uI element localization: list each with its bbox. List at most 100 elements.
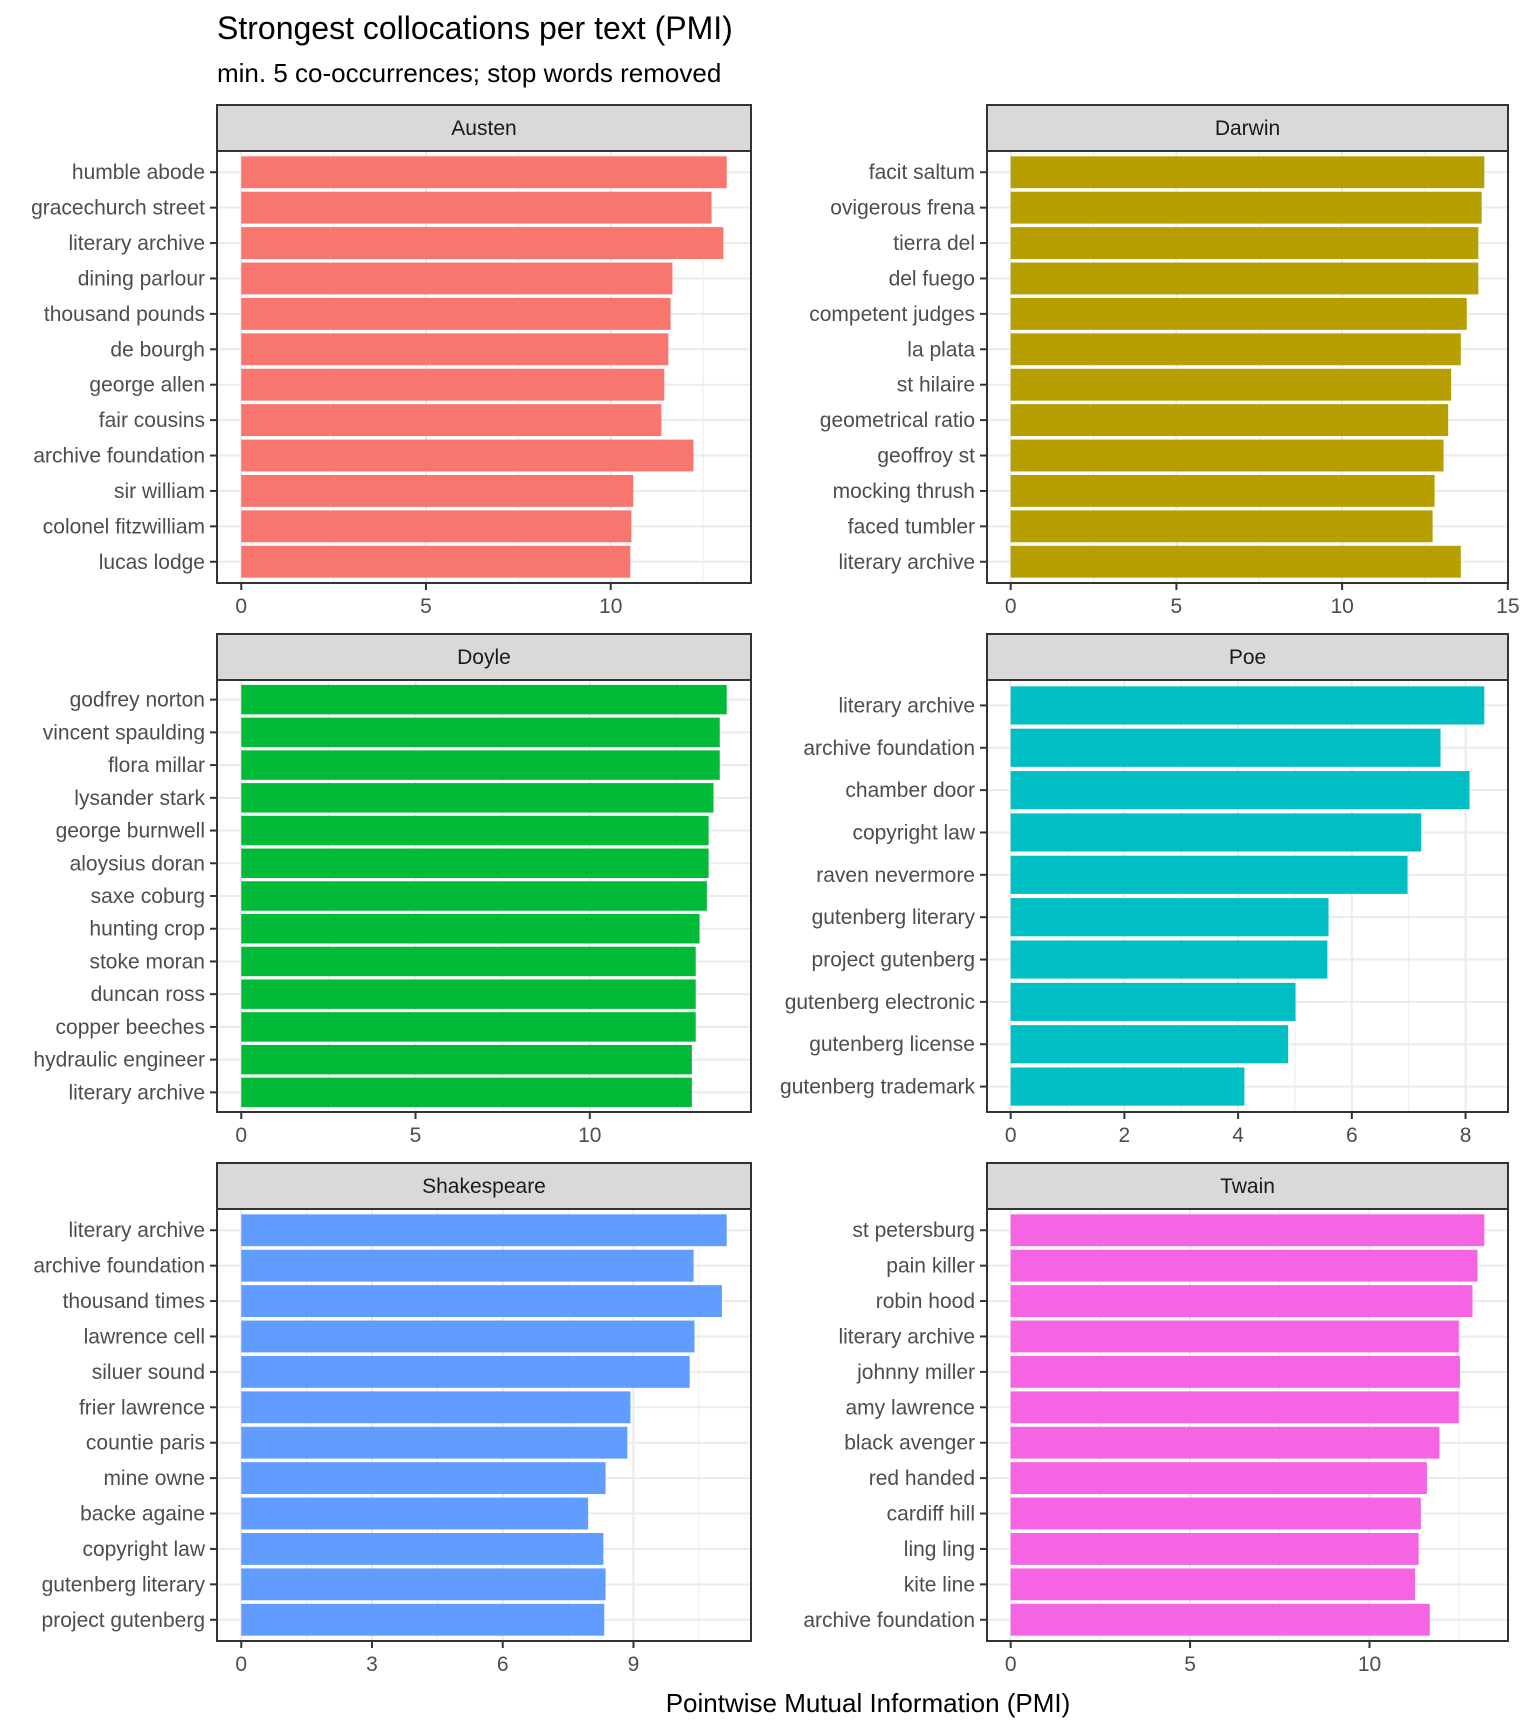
bar — [241, 1533, 604, 1565]
y-tick-label: hydraulic engineer — [33, 1049, 205, 1072]
bar — [241, 1426, 628, 1459]
y-tick-label: archive foundation — [803, 737, 975, 760]
bar — [241, 368, 665, 401]
y-tick-label: literary archive — [838, 551, 975, 574]
bar — [241, 783, 714, 813]
y-tick-label: saxe coburg — [91, 885, 205, 908]
y-tick-label: raven nevermore — [816, 864, 975, 887]
facet-strip-label: Darwin — [1215, 117, 1280, 140]
x-tick-label: 4 — [1232, 1124, 1244, 1147]
bar — [1010, 813, 1422, 852]
x-tick-label: 5 — [1184, 1653, 1196, 1676]
facet-strip — [216, 633, 752, 681]
x-tick-label: 0 — [1005, 1124, 1017, 1147]
y-tick-label: mine owne — [103, 1467, 205, 1490]
y-tick-label: johnny miller — [856, 1361, 975, 1384]
bar — [1010, 404, 1449, 437]
bar — [1010, 1285, 1473, 1317]
y-tick-label: lysander stark — [74, 787, 205, 810]
y-tick-label: ling ling — [904, 1538, 975, 1561]
y-tick-label: competent judges — [809, 303, 975, 326]
y-tick-label: la plata — [907, 338, 975, 361]
bar — [1010, 475, 1435, 507]
bar — [241, 1568, 606, 1601]
bar — [241, 1077, 692, 1108]
y-tick-label: amy lawrence — [845, 1396, 975, 1419]
y-tick-label: geoffroy st — [877, 445, 975, 468]
y-tick-label: tierra del — [893, 232, 975, 255]
x-tick-label: 5 — [1171, 595, 1183, 618]
x-tick-label: 0 — [1005, 595, 1017, 618]
facet-strip-label: Doyle — [457, 646, 511, 669]
y-tick-label: literary archive — [68, 232, 205, 255]
y-tick-label: copyright law — [852, 821, 975, 844]
bar — [1010, 898, 1329, 937]
bar — [1010, 1603, 1430, 1636]
bar — [241, 475, 634, 507]
y-tick-label: frier lawrence — [79, 1396, 205, 1419]
bar — [241, 191, 712, 224]
y-tick-label: humble abode — [72, 161, 205, 184]
bar — [241, 510, 632, 543]
y-tick-label: hunting crop — [89, 918, 205, 941]
bar — [1010, 1568, 1416, 1601]
y-tick-label: st petersburg — [852, 1219, 975, 1242]
bar — [1010, 439, 1444, 472]
facet-panel-doyle: Doyle godfrey norton vincent spaulding flor… — [33, 633, 752, 1147]
y-tick-label: del fuego — [889, 267, 975, 290]
y-tick-label: red handed — [869, 1467, 975, 1490]
bar — [241, 1044, 692, 1075]
facet-strip-label: Austen — [451, 117, 516, 140]
facet-strip — [216, 104, 752, 152]
bar — [241, 439, 694, 472]
y-tick-label: literary archive — [68, 1081, 205, 1104]
bar — [1010, 1067, 1245, 1106]
bar — [241, 946, 696, 977]
y-tick-label: archive foundation — [803, 1609, 975, 1632]
bar — [241, 684, 727, 715]
y-tick-label: black avenger — [844, 1432, 975, 1455]
y-tick-label: ovigerous frena — [830, 197, 975, 220]
facet-strip — [986, 1162, 1509, 1210]
bar — [1010, 1249, 1478, 1282]
bar — [241, 227, 724, 259]
chart-title: Strongest collocations per text (PMI) — [217, 10, 733, 46]
bar — [241, 914, 700, 944]
bar — [241, 1012, 696, 1042]
y-tick-label: george burnwell — [56, 820, 205, 843]
y-tick-label: george allen — [89, 374, 205, 397]
y-tick-label: kite line — [904, 1573, 975, 1596]
y-tick-label: countie paris — [86, 1432, 205, 1455]
bar — [1010, 982, 1296, 1021]
facet-panel-darwin: Darwin facit saltum ovigerous frena tierra … — [809, 104, 1520, 618]
bar — [241, 815, 709, 846]
facet-strip-label: Twain — [1220, 1175, 1275, 1198]
bar — [241, 156, 727, 189]
y-tick-label: literary archive — [68, 1219, 205, 1242]
bar — [1010, 368, 1452, 401]
y-tick-label: lucas lodge — [99, 551, 205, 574]
y-tick-label: chamber door — [845, 779, 975, 802]
x-tick-label: 6 — [1346, 1124, 1358, 1147]
x-tick-label: 5 — [410, 1124, 422, 1147]
y-tick-label: gracechurch street — [31, 197, 205, 220]
x-tick-label: 0 — [1005, 1653, 1017, 1676]
bar — [1010, 1462, 1427, 1495]
y-tick-label: project gutenberg — [812, 949, 975, 972]
x-tick-label: 0 — [235, 595, 247, 618]
bar — [241, 1391, 631, 1424]
facet-strip — [986, 633, 1509, 681]
y-tick-label: copper beeches — [56, 1016, 205, 1039]
facet-panel-poe: Poe literary archive archive foundation cha… — [780, 633, 1509, 1147]
y-tick-label: gutenberg license — [809, 1033, 975, 1056]
y-tick-label: gutenberg trademark — [780, 1076, 975, 1099]
facet-panel-shakespeare: Shakespeare literary archive archive found… — [33, 1162, 752, 1676]
y-tick-label: facit saltum — [869, 161, 975, 184]
bar — [1010, 1497, 1421, 1530]
bar — [241, 1320, 695, 1353]
x-tick-label: 15 — [1496, 595, 1519, 618]
bar — [1010, 686, 1485, 725]
x-tick-label: 3 — [366, 1653, 378, 1676]
x-axis-title: Pointwise Mutual Information (PMI) — [665, 1688, 1071, 1718]
